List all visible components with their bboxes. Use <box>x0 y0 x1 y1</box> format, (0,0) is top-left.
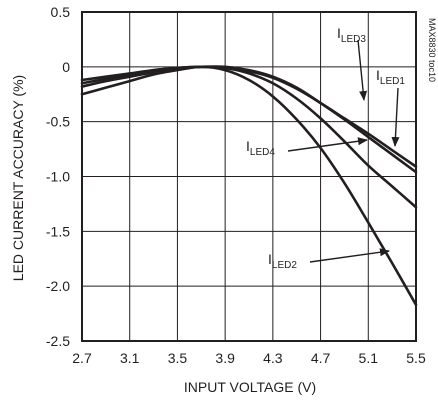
y-tick-label: -0.5 <box>46 114 70 130</box>
x-tick-label: 5.1 <box>359 350 379 366</box>
annotation-arrow <box>309 248 390 263</box>
annotation-iled2: ILED2 <box>268 248 390 271</box>
x-tick-label: 4.3 <box>263 350 283 366</box>
plot-area-frame <box>81 11 417 342</box>
figure-code-label: MAX8830 toc10 <box>427 18 437 82</box>
x-tick-label: 3.5 <box>168 350 188 366</box>
y-tick-label: -2.5 <box>46 333 70 349</box>
annotation-label: ILED3 <box>337 25 366 45</box>
series-annotations: ILED3 ILED1 ILED4 ILED2 <box>246 25 405 271</box>
annotation-arrow <box>357 39 368 101</box>
tick-labels: 2.7 3.1 3.5 3.9 4.3 4.7 5.1 5.5 0.5 0 -0.5 -1.0 -1.5… <box>46 4 426 366</box>
y-tick-label: 0.5 <box>51 4 71 20</box>
grid-lines <box>81 11 417 342</box>
x-tick-label: 2.7 <box>72 350 92 366</box>
annotation-arrow <box>287 137 368 152</box>
annotation-arrow <box>391 87 400 147</box>
series-line-iled3 <box>80 65 418 174</box>
series-line-iled4 <box>80 65 418 209</box>
y-tick-label: -1.5 <box>46 223 70 239</box>
x-tick-label: 3.1 <box>120 350 140 366</box>
annotation-label: ILED4 <box>246 138 275 158</box>
y-tick-label: 0 <box>62 59 70 75</box>
annotation-iled1: ILED1 <box>376 67 405 147</box>
series-line-iled2 <box>80 65 418 307</box>
y-axis-title: LED CURRENT ACCURACY (%) <box>10 75 26 281</box>
annotation-label: ILED1 <box>376 67 405 87</box>
x-tick-label: 5.5 <box>406 350 426 366</box>
x-tick-label: 4.7 <box>311 350 331 366</box>
y-tick-label: -2.0 <box>46 278 70 294</box>
y-tick-label: -1.0 <box>46 169 70 185</box>
annotation-iled4: ILED4 <box>246 137 368 158</box>
annotation-iled3: ILED3 <box>337 25 368 101</box>
annotation-label: ILED2 <box>268 251 297 271</box>
x-tick-label: 3.9 <box>215 350 235 366</box>
data-series <box>80 65 418 307</box>
x-axis-title: INPUT VOLTAGE (V) <box>184 379 316 395</box>
